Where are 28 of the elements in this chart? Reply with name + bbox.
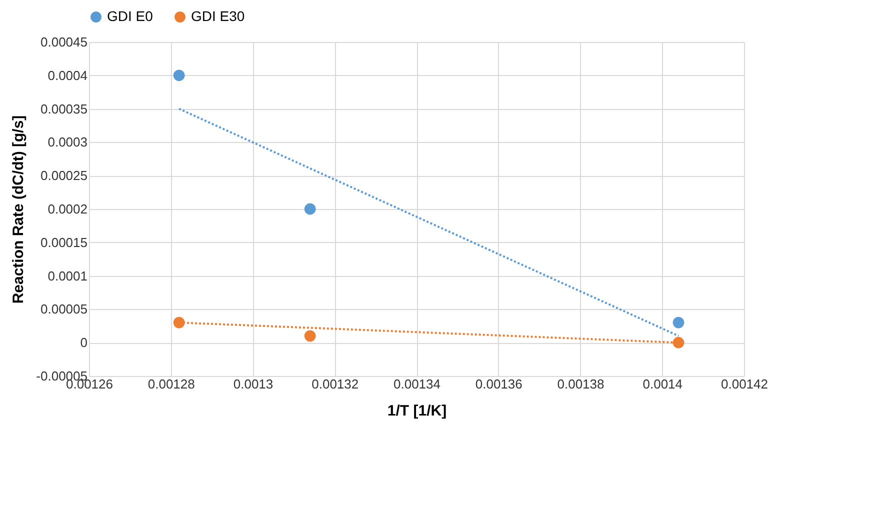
y-tick-label: 0.00015	[40, 234, 88, 250]
y-tick-label: 0.0001	[48, 268, 88, 284]
point	[672, 316, 684, 328]
x-tick-label: 0.0014	[642, 376, 683, 392]
x-tick-label: 0.00132	[312, 376, 359, 392]
y-tick-label: 0.00045	[40, 34, 88, 50]
y-axis-title: Reaction Rate (dC/dt) [g/s]	[10, 115, 28, 304]
x-axis-title: 1/T [1/K]	[387, 402, 447, 420]
x-tick-label: 0.0013	[233, 376, 274, 392]
y-tick-label: 0.0003	[48, 134, 88, 150]
point	[672, 336, 684, 348]
legend-label: GDI E0	[107, 8, 154, 24]
y-tick-label: 0.0002	[48, 202, 88, 216]
point	[304, 330, 316, 342]
y-tick-label: 0	[80, 335, 88, 350]
x-tick-label: 0.00142	[721, 376, 768, 392]
y-tick-label: 0.00025	[40, 168, 88, 184]
legend-label: GDI E30	[191, 8, 245, 24]
x-tick-label: 0.00134	[394, 376, 440, 392]
point	[173, 316, 185, 328]
y-tick-label: 0.00005	[40, 302, 88, 317]
y-tick-label: 0.00035	[40, 101, 88, 116]
x-tick-label: 0.00136	[475, 376, 522, 392]
x-tick-label: 0.00138	[557, 376, 604, 392]
y-tick-label: 0.0004	[48, 68, 88, 83]
x-tick-label: 0.00128	[148, 376, 195, 392]
point	[173, 70, 185, 82]
point	[304, 203, 316, 215]
